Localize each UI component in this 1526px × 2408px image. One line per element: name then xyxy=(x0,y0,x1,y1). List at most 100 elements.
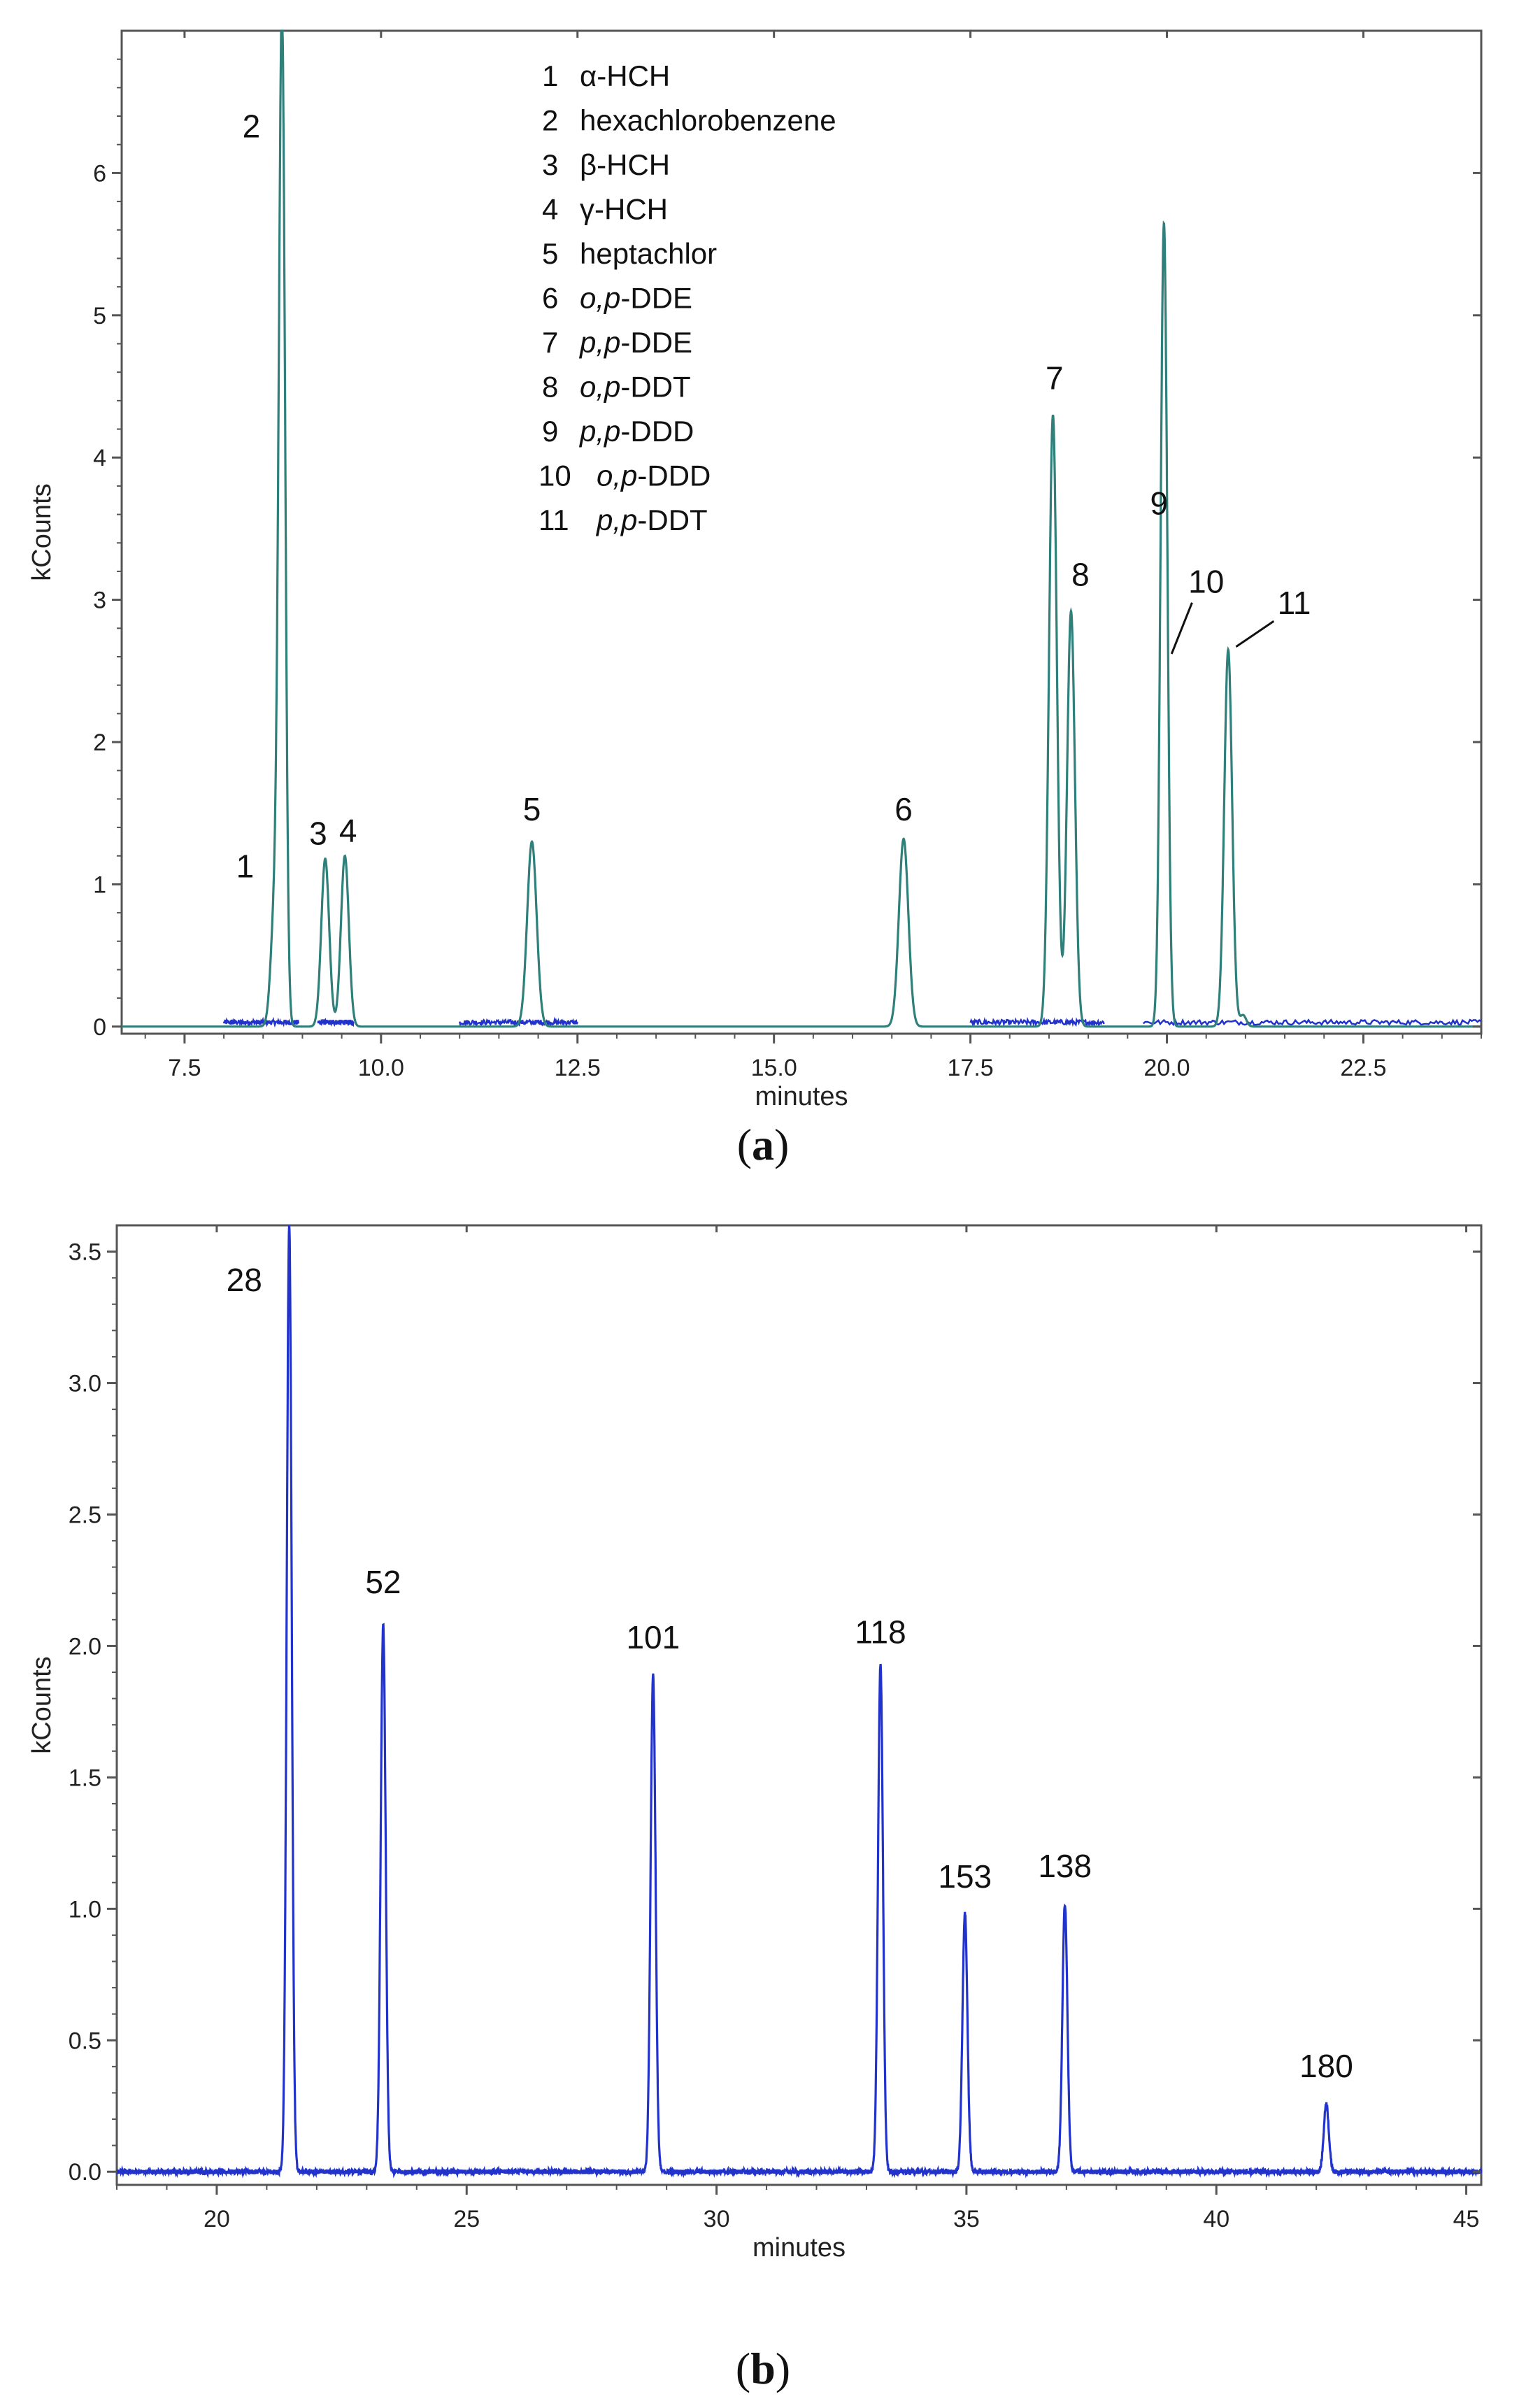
peak-label: 7 xyxy=(1046,360,1064,397)
peak-label: 101 xyxy=(626,1619,680,1655)
x-axis-title-b: minutes xyxy=(753,2233,846,2263)
legend-item-name: heptachlor xyxy=(580,237,717,270)
peak-label: 1 xyxy=(236,848,255,884)
peak-label: 10 xyxy=(1188,563,1224,599)
y-axis-title-a: kCounts xyxy=(27,483,57,580)
peak-label: 5 xyxy=(523,791,541,827)
x-tick-label-b: 30 xyxy=(704,2206,730,2232)
x-tick-label-b: 35 xyxy=(953,2206,980,2232)
legend-item-number: 11 xyxy=(539,504,569,536)
plot-frame-b xyxy=(115,1224,1483,2186)
y-tick-label-b: 2.5 xyxy=(69,1502,101,1528)
axes-b: 20 25 30 35 40 45 0.0 0.5 1.0 1.5 2.0 2.5 3.0 3.5 xyxy=(69,1225,1481,2232)
x-tick-label-b: 45 xyxy=(1453,2206,1480,2232)
legend-item-number: 4 xyxy=(542,193,558,226)
x-tick-label-a: 17.5 xyxy=(948,1055,994,1081)
y-tick-label-b: 2.0 xyxy=(69,1633,101,1660)
chromatogram-trace-a xyxy=(122,29,1481,1028)
legend-item-number: 5 xyxy=(542,237,558,270)
legend-item-suffix: -DDE xyxy=(620,282,692,315)
legend-item-number: 2 xyxy=(542,104,558,137)
legend-item-name: p,p-DDD xyxy=(578,415,694,448)
peak-label: 9 xyxy=(1150,485,1168,522)
peak-label: 6 xyxy=(894,791,913,827)
legend-item-name: γ-HCH xyxy=(580,193,668,226)
y-tick-label-a: 3 xyxy=(93,587,106,614)
legend-item-name: β-HCH xyxy=(580,148,670,181)
y-tick-label-a: 1 xyxy=(93,871,106,898)
legend-item-number: 10 xyxy=(539,459,571,492)
legend-item-number: 7 xyxy=(542,326,558,359)
legend-item-suffix: -DDD xyxy=(637,459,711,492)
peak-label: 11 xyxy=(1278,585,1311,621)
peak-label: 118 xyxy=(855,1614,906,1651)
peak-label: 138 xyxy=(1038,1848,1092,1884)
legend-item-suffix: β-HCH xyxy=(580,148,670,181)
legend-item-name: o,p-DDE xyxy=(580,282,692,315)
peak-label: 3 xyxy=(309,815,327,851)
y-tick-label-a: 0 xyxy=(93,1014,106,1041)
panel-label-b: (b) xyxy=(736,2344,790,2393)
legend-item-number: 8 xyxy=(542,371,558,404)
legend-item-suffix: -DDD xyxy=(620,415,694,448)
legend-item-number: 1 xyxy=(542,59,558,92)
leader-lines-a xyxy=(1170,602,1275,655)
legend-item-prefix: o,p xyxy=(580,371,620,404)
baseline-noise-a xyxy=(222,1016,300,1028)
y-tick-label-b: 0.5 xyxy=(69,2028,101,2054)
legend-item-number: 6 xyxy=(542,282,558,315)
legend-a: 1 α-HCH 2 hexachlorobenzene 3 β-HCH 4 γ-HCH 5 hep… xyxy=(539,59,836,536)
legend-item-suffix: -DDT xyxy=(620,371,690,404)
legend-item-name: p,p-DDE xyxy=(578,326,692,359)
legend-item-prefix: p,p xyxy=(595,504,637,536)
legend-item-suffix: hexachlorobenzene xyxy=(580,104,836,137)
y-tick-label-b: 0.0 xyxy=(69,2159,101,2186)
leader-line xyxy=(1170,602,1193,655)
x-tick-label-a: 7.5 xyxy=(168,1055,201,1081)
legend-item-name: α-HCH xyxy=(580,59,670,92)
legend-item-name: p,p-DDT xyxy=(595,504,708,536)
y-axis-title-b: kCounts xyxy=(27,1656,57,1753)
leader-line xyxy=(1235,620,1275,648)
peak-label: 4 xyxy=(339,812,357,848)
chart-panel-b: 20 25 30 35 40 45 0.0 0.5 1.0 1.5 2.0 2.5 3.0 3.5 28 5… xyxy=(27,1224,1483,2393)
peak-label: 180 xyxy=(1299,2048,1353,2084)
legend-item-name: o,p-DDD xyxy=(597,459,711,492)
x-tick-label-a: 12.5 xyxy=(555,1055,601,1081)
peak-label: 2 xyxy=(243,108,261,145)
x-tick-label-a: 20.0 xyxy=(1143,1055,1190,1081)
legend-item-prefix: p,p xyxy=(578,326,620,359)
peak-label: 52 xyxy=(365,1564,401,1600)
peak-label: 28 xyxy=(227,1262,262,1298)
x-tick-label-b: 40 xyxy=(1203,2206,1229,2232)
y-tick-label-b: 1.5 xyxy=(69,1765,101,1791)
baseline-noise-a xyxy=(1142,1018,1482,1027)
y-tick-label-a: 6 xyxy=(93,160,106,187)
legend-item-suffix: heptachlor xyxy=(580,237,717,270)
legend-item-name: hexachlorobenzene xyxy=(580,104,836,137)
x-tick-label-a: 10.0 xyxy=(358,1055,404,1081)
baseline-trace-a xyxy=(222,1016,1482,1028)
legend-item-suffix: γ-HCH xyxy=(580,193,668,226)
x-axis-title-a: minutes xyxy=(755,1082,848,1111)
y-tick-label-b: 3.0 xyxy=(69,1371,101,1397)
plot-frame-a xyxy=(120,29,1483,1035)
x-tick-label-a: 22.5 xyxy=(1340,1055,1386,1081)
legend-item-suffix: α-HCH xyxy=(580,59,670,92)
legend-item-prefix: o,p xyxy=(580,282,620,315)
legend-item-prefix: o,p xyxy=(597,459,637,492)
legend-item-number: 3 xyxy=(542,148,558,181)
y-tick-label-a: 5 xyxy=(93,303,106,329)
chromatogram-trace-b xyxy=(115,1225,1483,2179)
x-tick-label-a: 15.0 xyxy=(751,1055,797,1081)
y-tick-label-a: 4 xyxy=(93,445,106,471)
baseline-noise-a xyxy=(317,1018,355,1027)
legend-item-prefix: p,p xyxy=(578,415,620,448)
y-tick-label-b: 1.0 xyxy=(69,1896,101,1923)
legend-item-suffix: -DDT xyxy=(637,504,707,536)
peak-label: 8 xyxy=(1071,556,1090,592)
